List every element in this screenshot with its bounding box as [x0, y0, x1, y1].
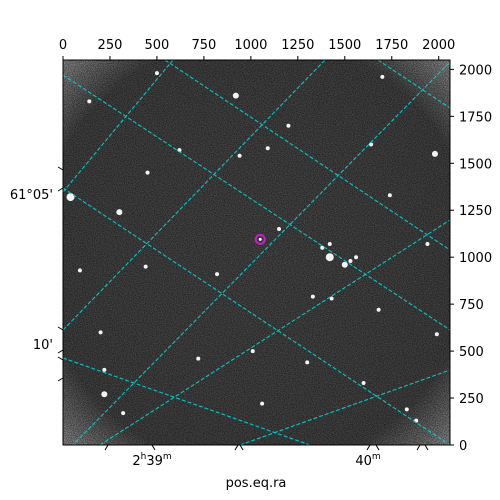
dec-tick-label: 61°05'	[10, 188, 53, 203]
star-point	[320, 245, 325, 250]
dec-tick-mark	[57, 166, 64, 171]
star-point	[196, 356, 201, 361]
x-tick-label: 750	[191, 38, 216, 53]
star-point	[102, 367, 107, 372]
star-point	[325, 253, 334, 262]
x-tick-label: 250	[98, 38, 123, 53]
star-point	[237, 153, 242, 158]
grid-line	[164, 60, 450, 251]
star-point	[387, 193, 392, 198]
y-tick-label: 1250	[459, 204, 492, 219]
star-point	[286, 123, 291, 128]
ra-tick-mark	[104, 444, 109, 451]
grid-line	[63, 60, 174, 193]
x-tick-label: 1500	[328, 38, 361, 53]
dec-tick-mark	[57, 349, 64, 354]
y-tick-label: 1500	[459, 157, 492, 172]
star-point	[277, 227, 282, 232]
star-point	[327, 242, 332, 247]
sky-image	[63, 60, 450, 445]
star-point	[154, 71, 159, 76]
coordinate-grid	[63, 60, 450, 445]
y-tick-label: 0	[459, 439, 467, 454]
plot-frame	[62, 59, 451, 446]
star-point	[87, 99, 92, 104]
dec-tick-label: 10'	[33, 338, 53, 353]
target-marker-ring	[254, 233, 266, 245]
star-point	[143, 264, 148, 269]
grid-line	[377, 60, 450, 109]
star-point	[310, 294, 315, 299]
y-tick-label: 250	[459, 392, 484, 407]
star-point	[361, 381, 366, 386]
x-tick-label: 500	[145, 38, 170, 53]
star-point	[329, 296, 334, 301]
ra-tick-mark	[366, 444, 371, 451]
ra-tick-mark	[151, 444, 156, 451]
star-point	[348, 258, 353, 263]
dec-tick-mark	[57, 187, 64, 192]
axis-ticks: 0 250 500 750 1000 1250 1500 1750 2000 0 250 500 750…	[10, 38, 492, 469]
y-tick-label: 2000	[459, 63, 492, 78]
x-tick-label: 1000	[234, 38, 267, 53]
grid-line	[63, 187, 450, 445]
star-point	[354, 255, 359, 260]
x-tick-label: 0	[59, 38, 67, 53]
grid-line	[72, 61, 450, 445]
grid-line	[63, 357, 311, 445]
ra-tick-mark	[239, 444, 244, 451]
dec-tick-mark	[57, 377, 64, 382]
x-tick-label: 1250	[281, 38, 314, 53]
star-point	[434, 332, 439, 337]
x-tick-label: 1750	[375, 38, 408, 53]
star-point	[369, 142, 374, 147]
dec-tick-mark	[57, 326, 64, 331]
grid-line	[99, 219, 450, 445]
x-tick-label: 2000	[422, 38, 455, 53]
star-point	[425, 242, 430, 247]
ra-tick-mark	[416, 444, 421, 451]
star-point	[98, 330, 103, 335]
dec-tick-mark	[57, 356, 64, 361]
stars-layer	[66, 71, 439, 423]
star-point	[145, 170, 150, 175]
y-tick-label: 1000	[459, 251, 492, 266]
ra-tick-mark	[234, 444, 239, 451]
star-point	[66, 193, 75, 202]
star-point	[250, 349, 255, 354]
star-point	[265, 146, 270, 151]
target-marker	[254, 233, 266, 245]
star-point	[404, 407, 409, 412]
star-point	[77, 268, 82, 273]
star-point	[305, 360, 310, 365]
star-point	[380, 74, 385, 79]
ra-tick-mark	[424, 444, 429, 451]
star-point	[121, 411, 126, 416]
star-point	[101, 391, 108, 398]
star-point	[215, 272, 220, 277]
ra-tick-label: 2h39m	[132, 452, 171, 469]
target-marker-dot	[258, 237, 262, 241]
star-point	[116, 209, 123, 216]
star-point	[431, 150, 438, 157]
y-tick-label: 1750	[459, 110, 492, 125]
y-tick-label: 500	[459, 345, 484, 360]
star-point	[260, 401, 265, 406]
ra-tick-label: 40m	[355, 452, 380, 469]
star-point	[341, 261, 348, 268]
grid-line	[63, 60, 326, 331]
star-point	[232, 92, 239, 99]
x-axis-title: pos.eq.ra	[226, 476, 287, 491]
grid-line	[63, 74, 450, 331]
y-tick-label: 750	[459, 298, 484, 313]
star-point	[376, 307, 381, 312]
ra-tick-mark	[375, 444, 380, 451]
